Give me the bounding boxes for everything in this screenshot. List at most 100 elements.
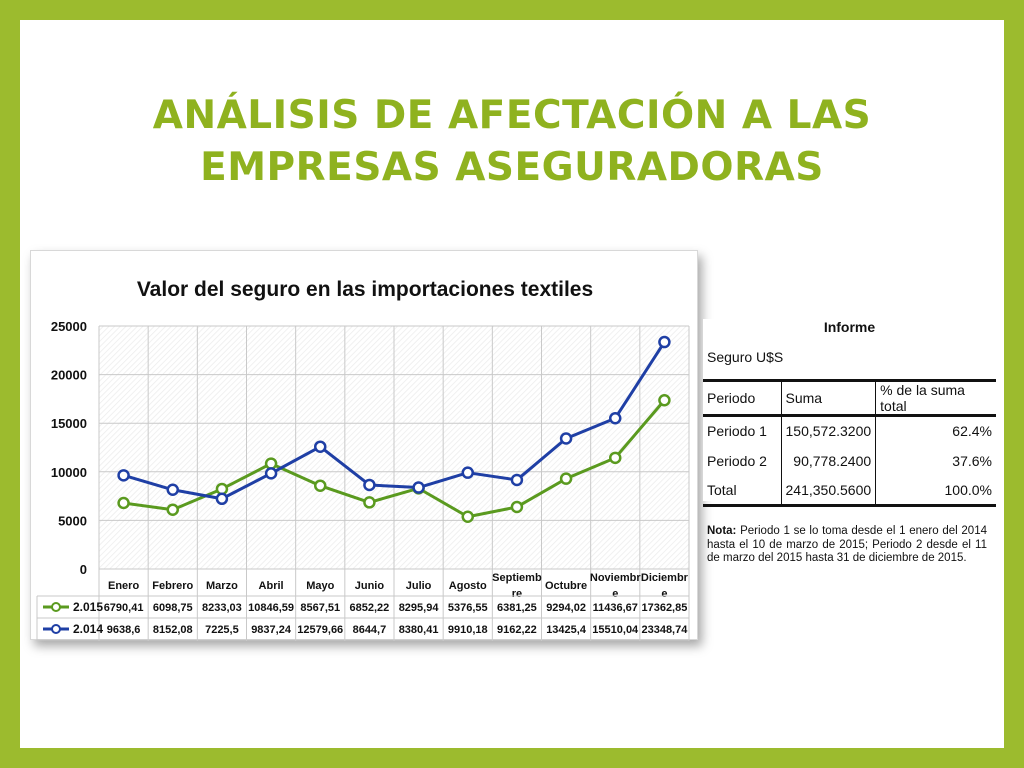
data-point xyxy=(314,440,327,453)
data-label: 8152,08 xyxy=(153,624,193,636)
series-line xyxy=(123,399,666,519)
report-row: Periodo 2 90,778.2400 37.6% xyxy=(703,445,996,476)
slide-title-line-1: ANÁLISIS DE AFECTACIÓN A LAS xyxy=(152,93,872,138)
data-point xyxy=(117,469,130,482)
data-point xyxy=(461,510,474,523)
data-point xyxy=(559,472,573,485)
data-point xyxy=(658,335,671,349)
line-chart: Valor del seguro en las importaciones te… xyxy=(36,278,690,641)
note: Nota: Periodo 1 se lo toma desde el 1 en… xyxy=(707,525,987,566)
data-label: 8567,51 xyxy=(300,602,340,614)
y-tick-label: 20000 xyxy=(51,368,87,383)
data-point xyxy=(609,411,622,425)
data-label: 13425,4 xyxy=(546,624,587,636)
report-cell-period: Total xyxy=(703,475,781,507)
report-header-percent: % de la suma total xyxy=(875,379,996,417)
data-label: 23348,74 xyxy=(641,624,688,636)
y-tick-label: 25000 xyxy=(51,319,87,334)
data-point xyxy=(559,432,573,445)
data-point xyxy=(264,457,278,470)
y-tick-label: 5000 xyxy=(58,513,87,528)
report-cell-percent: 100.0% xyxy=(875,475,996,507)
x-tick-label: Agosto xyxy=(449,580,487,592)
data-point xyxy=(264,467,278,480)
report-cell-sum: 90,778.2400 xyxy=(780,445,876,476)
slide-title: ANÁLISIS DE AFECTACIÓN A LAS EMPRESAS AS… xyxy=(20,90,1004,194)
x-tick-label: Enero xyxy=(108,580,139,592)
data-point xyxy=(461,466,474,479)
data-label: 8380,41 xyxy=(399,624,439,636)
legend-label: 2.015 xyxy=(73,600,103,614)
data-label: 8644,7 xyxy=(353,624,387,636)
report-cell-percent: 62.4% xyxy=(875,415,996,446)
x-tick-label: Noviembr xyxy=(590,572,641,584)
y-tick-label: 15000 xyxy=(51,416,87,431)
data-point xyxy=(117,496,130,510)
data-label: 5376,55 xyxy=(448,602,488,614)
data-point xyxy=(363,478,376,492)
report-cell-sum: 241,350.5600 xyxy=(780,475,876,507)
report-header-row: Periodo Suma % de la suma total xyxy=(703,379,996,417)
x-tick-label: Junio xyxy=(355,580,385,592)
slide: ANÁLISIS DE AFECTACIÓN A LAS EMPRESAS AS… xyxy=(20,20,1004,748)
report-table: Periodo Suma % de la suma total Periodo … xyxy=(703,379,996,507)
data-point xyxy=(166,483,179,497)
data-label: 6790,41 xyxy=(104,602,144,614)
x-tick-label: Diciembr xyxy=(641,572,689,584)
report-cell-percent: 37.6% xyxy=(875,445,996,476)
data-point xyxy=(609,451,622,465)
data-label: 9162,22 xyxy=(497,624,537,636)
report-subtitle: Seguro U$S xyxy=(707,349,784,365)
x-tick-label: e xyxy=(661,588,667,600)
data-label: 6381,25 xyxy=(497,602,537,614)
x-tick-label: Julio xyxy=(406,580,432,592)
data-point xyxy=(510,500,524,514)
data-label: 9638,6 xyxy=(107,624,141,636)
series-line xyxy=(123,341,666,501)
x-tick-label: Septiemb xyxy=(492,572,542,584)
data-label: 12579,66 xyxy=(297,624,343,636)
data-point xyxy=(314,479,327,492)
x-tick-label: re xyxy=(512,588,522,600)
note-text: Periodo 1 se lo toma desde el 1 enero de… xyxy=(707,525,987,564)
report-cell-sum: 150,572.3200 xyxy=(780,415,876,446)
chart-title: Valor del seguro en las importaciones te… xyxy=(137,278,593,301)
data-label: 11436,67 xyxy=(593,602,638,614)
legend-label: 2.014 xyxy=(73,622,103,636)
x-tick-label: Marzo xyxy=(206,580,238,592)
slide-title-line-2: EMPRESAS ASEGURADORAS xyxy=(200,145,824,190)
data-label: 9294,02 xyxy=(546,602,586,614)
report-row: Periodo 1 150,572.3200 62.4% xyxy=(703,415,996,446)
legend-swatch-marker xyxy=(51,602,61,612)
x-tick-label: Mayo xyxy=(306,580,334,592)
data-point xyxy=(510,473,524,487)
report-panel: Informe Seguro U$S Periodo Suma % de la … xyxy=(703,319,996,507)
report-header-suma: Suma xyxy=(780,379,876,417)
x-tick-label: e xyxy=(612,588,618,600)
data-label: 10846,59 xyxy=(248,602,294,614)
data-label: 8233,03 xyxy=(202,602,242,614)
report-row-total: Total 241,350.5600 100.0% xyxy=(703,475,996,507)
data-label: 15510,04 xyxy=(592,624,639,636)
data-point xyxy=(166,503,179,516)
y-tick-label: 10000 xyxy=(51,465,87,480)
data-point xyxy=(215,492,229,506)
report-cell-period: Periodo 1 xyxy=(707,423,767,440)
data-point xyxy=(215,482,229,496)
data-label: 7225,5 xyxy=(205,624,239,636)
data-label: 17362,85 xyxy=(641,602,687,614)
data-label: 6098,75 xyxy=(153,602,193,614)
chart-card: Valor del seguro en las importaciones te… xyxy=(30,250,698,641)
data-label: 6852,22 xyxy=(350,602,390,614)
legend-swatch-marker xyxy=(51,624,61,634)
report-header-periodo: Periodo xyxy=(703,379,781,417)
x-tick-label: Abril xyxy=(259,580,284,592)
data-label: 9910,18 xyxy=(448,624,488,636)
data-label: 9837,24 xyxy=(251,624,292,636)
x-tick-label: Octubre xyxy=(545,580,587,592)
y-tick-label: 0 xyxy=(80,562,87,577)
x-tick-label: Febrero xyxy=(152,580,193,592)
data-point xyxy=(363,496,376,509)
note-label: Nota: xyxy=(707,525,737,537)
report-title: Informe xyxy=(823,319,876,335)
